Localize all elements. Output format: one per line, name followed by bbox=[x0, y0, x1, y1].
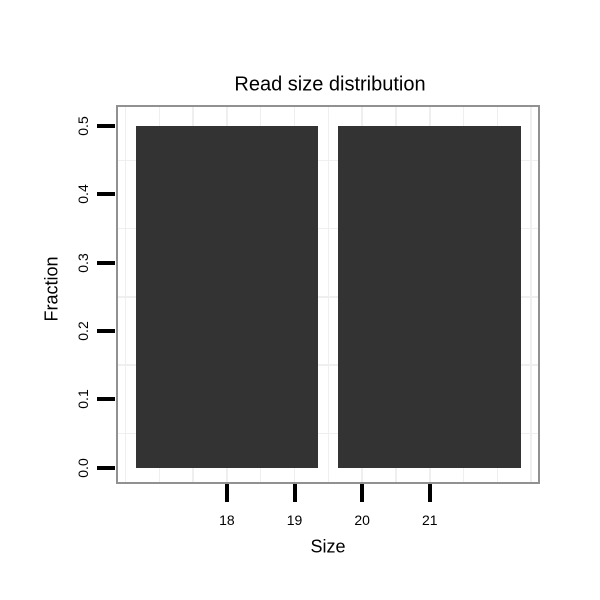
x-axis-tick bbox=[292, 484, 297, 502]
gridline-horizontal bbox=[118, 432, 538, 435]
gridline-horizontal bbox=[118, 159, 538, 162]
x-tick-label: 18 bbox=[219, 512, 235, 528]
y-axis-title: Fraction bbox=[41, 256, 62, 322]
y-axis-tick bbox=[97, 192, 115, 197]
y-tick-label: 0.5 bbox=[75, 116, 91, 136]
x-axis-title: Size bbox=[310, 536, 346, 557]
x-axis-tick bbox=[427, 484, 432, 502]
gridline-vertical bbox=[530, 107, 532, 482]
y-axis-tick bbox=[97, 124, 115, 129]
y-tick-label: 0.0 bbox=[75, 457, 91, 478]
x-axis-tick bbox=[224, 484, 229, 502]
gridline-vertical bbox=[327, 107, 330, 482]
x-tick-label: 20 bbox=[354, 512, 370, 528]
y-axis-tick bbox=[97, 397, 115, 402]
gridline-horizontal bbox=[118, 296, 538, 298]
x-tick-label: 19 bbox=[286, 512, 303, 528]
y-tick-label: 0.4 bbox=[75, 184, 91, 205]
x-axis-tick bbox=[360, 484, 365, 502]
y-axis-tick bbox=[97, 465, 115, 470]
y-axis-tick bbox=[97, 329, 115, 334]
bar bbox=[338, 126, 522, 468]
gridline-vertical bbox=[124, 107, 127, 482]
bar bbox=[135, 126, 319, 468]
y-tick-label: 0.3 bbox=[75, 253, 91, 273]
gridline-horizontal bbox=[118, 364, 538, 366]
y-tick-label: 0.1 bbox=[75, 389, 91, 410]
chart-title: Read size distribution bbox=[234, 73, 426, 96]
x-tick-label: 21 bbox=[421, 512, 438, 528]
y-tick-label: 0.2 bbox=[75, 321, 91, 341]
gridline-horizontal bbox=[118, 227, 538, 230]
plot-panel bbox=[116, 105, 540, 484]
y-axis-tick bbox=[97, 260, 115, 265]
